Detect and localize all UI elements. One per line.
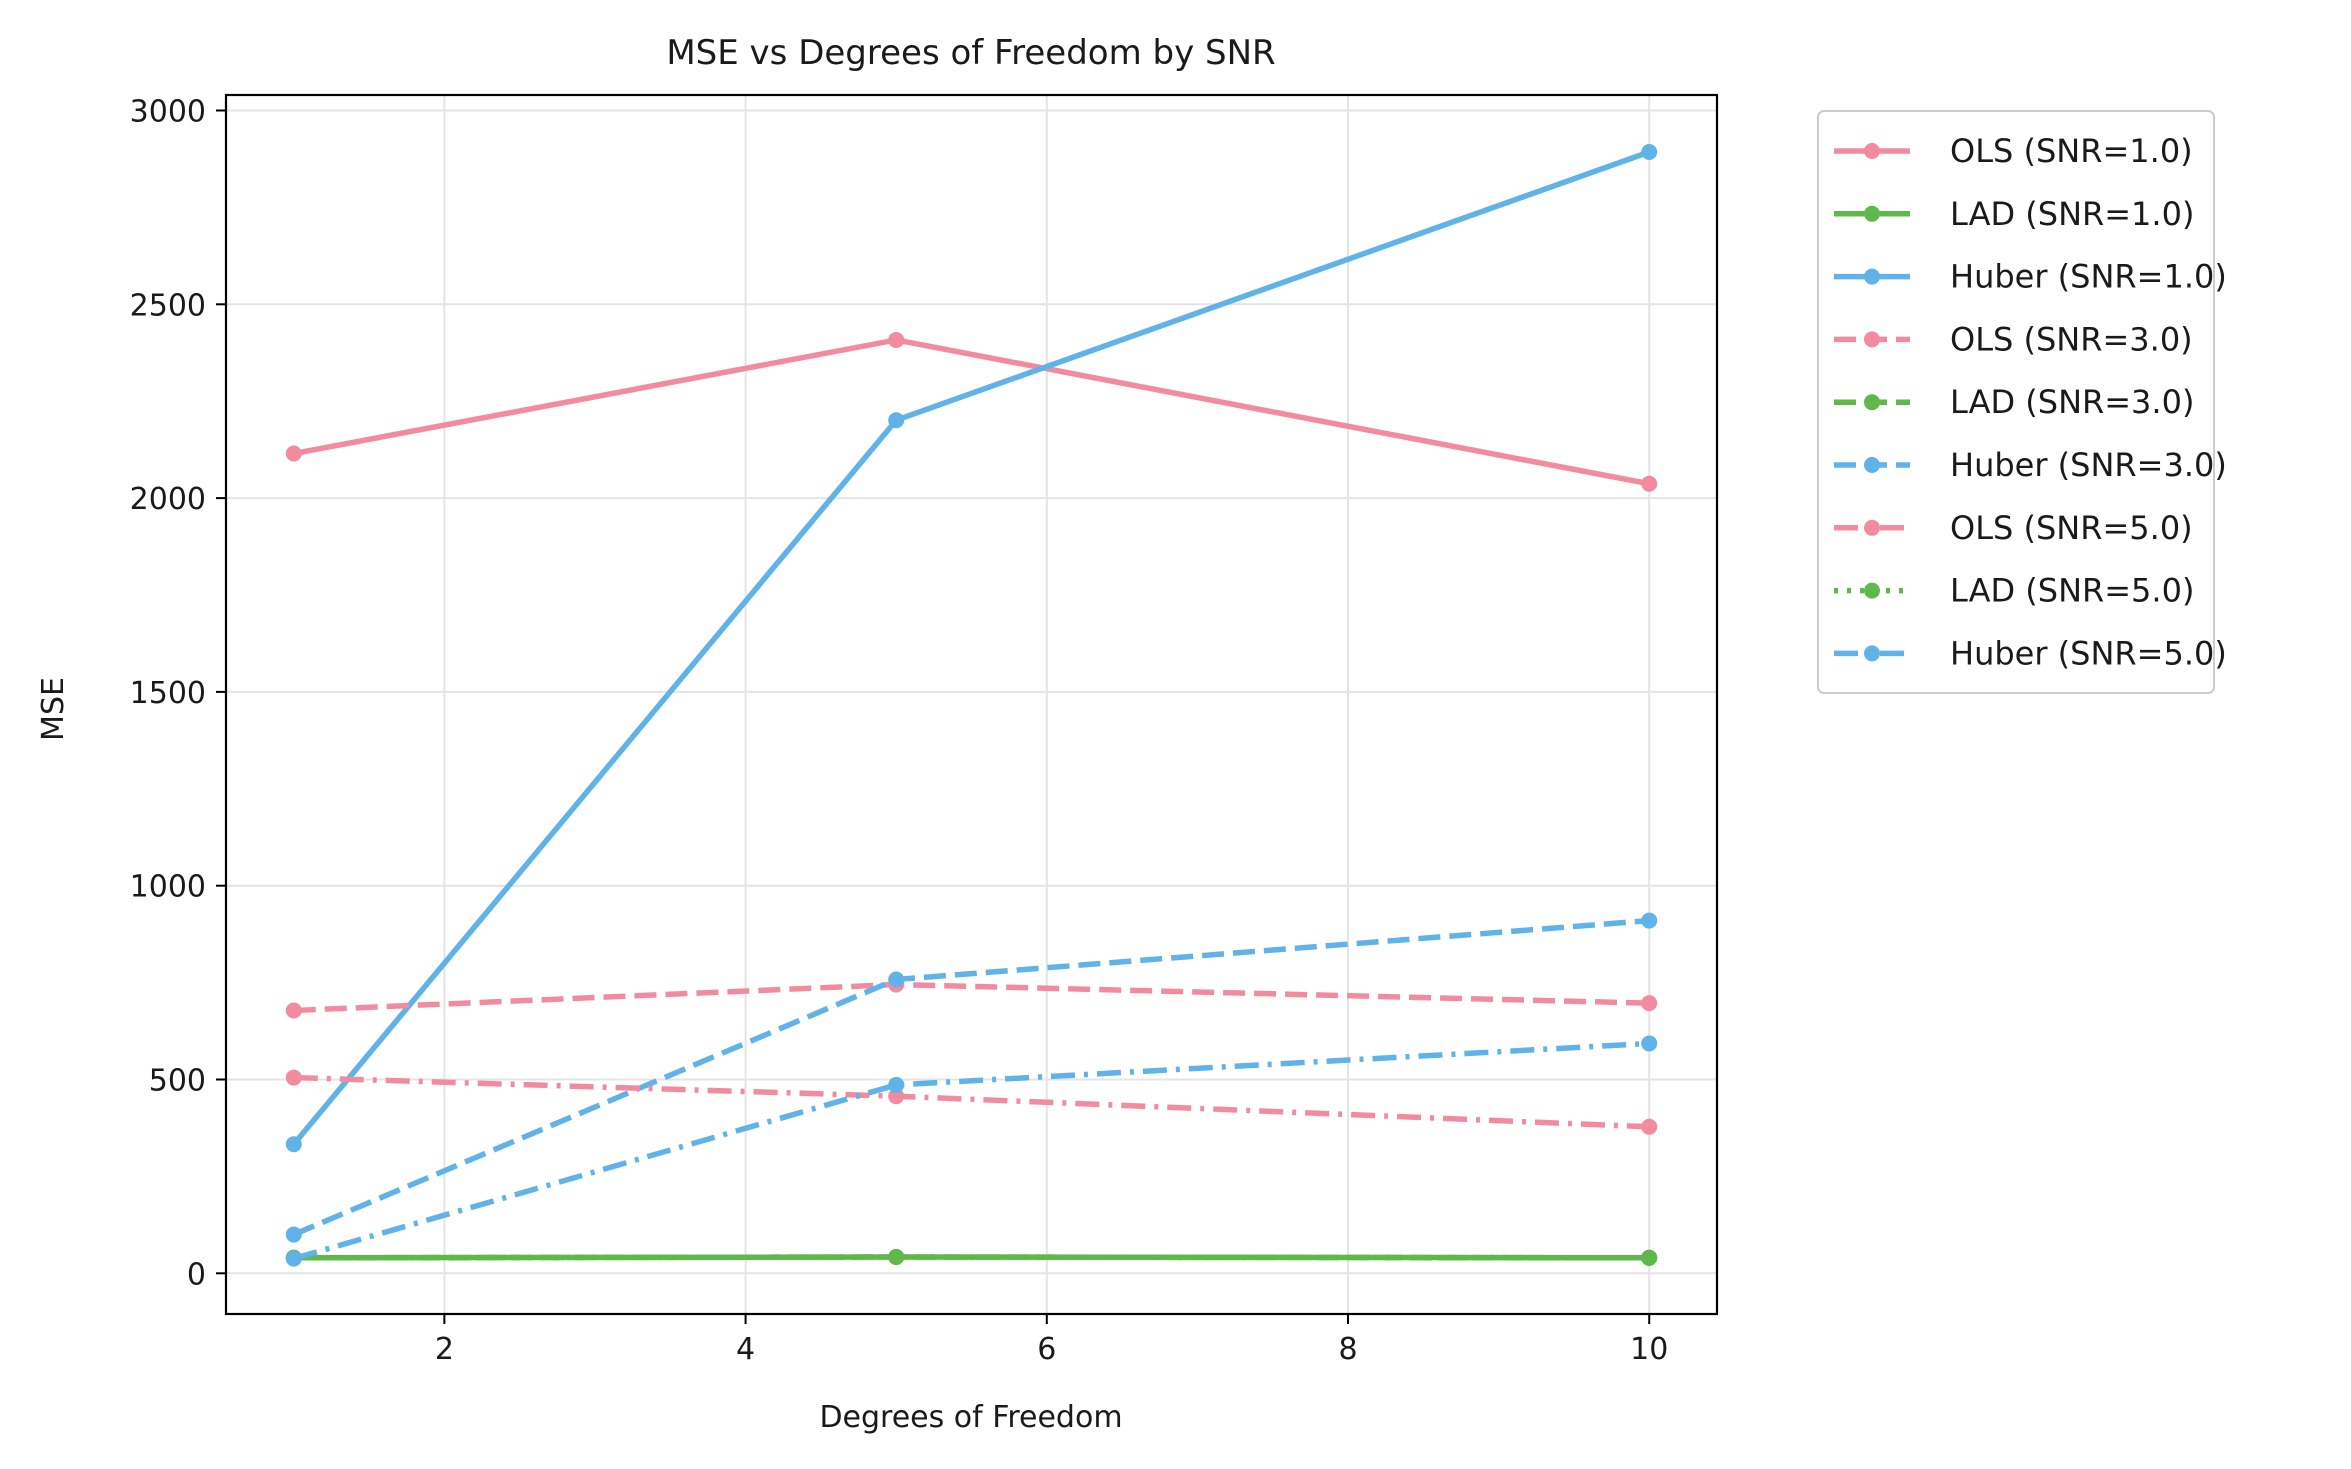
legend-swatch-marker <box>1864 331 1880 348</box>
y-tick-label: 2500 <box>130 288 206 323</box>
legend-item: LAD (SNR=5.0) <box>1834 572 2194 610</box>
legend-item: OLS (SNR=5.0) <box>1834 509 2193 547</box>
legend-label: Huber (SNR=1.0) <box>1950 258 2227 296</box>
legend-label: LAD (SNR=5.0) <box>1950 572 2194 610</box>
data-point <box>1641 1118 1658 1135</box>
legend-swatch-marker <box>1864 205 1880 222</box>
data-point <box>285 1069 302 1086</box>
data-point <box>1641 912 1658 929</box>
chart-title: MSE vs Degrees of Freedom by SNR <box>666 33 1275 73</box>
y-tick-label: 1000 <box>130 870 206 905</box>
legend-item: OLS (SNR=1.0) <box>1834 132 2193 170</box>
x-tick-label: 4 <box>736 1332 755 1367</box>
series-3 <box>285 143 1658 1153</box>
legend-label: OLS (SNR=3.0) <box>1950 320 2193 358</box>
data-point <box>285 1226 302 1243</box>
legend-item: OLS (SNR=3.0) <box>1834 320 2193 358</box>
data-point <box>285 1250 302 1267</box>
data-point <box>888 1076 905 1093</box>
series-6 <box>285 912 1658 1243</box>
legend-label: Huber (SNR=3.0) <box>1950 446 2227 484</box>
y-tick-label: 1500 <box>130 676 206 711</box>
legend-swatch-marker <box>1864 457 1880 473</box>
data-point <box>285 445 302 462</box>
legend-frame <box>1817 110 2215 694</box>
legend-swatch-marker <box>1864 645 1880 662</box>
data-point <box>1641 1249 1658 1266</box>
legend-label: Huber (SNR=5.0) <box>1950 634 2227 672</box>
series-1 <box>285 331 1658 492</box>
x-axis-label: Degrees of Freedom <box>819 1400 1122 1435</box>
legend-swatch-marker <box>1864 519 1880 536</box>
legend-label: LAD (SNR=1.0) <box>1950 195 2194 233</box>
data-point <box>888 412 905 429</box>
data-point <box>1641 143 1658 160</box>
series-9 <box>285 1035 1658 1267</box>
legend-item: Huber (SNR=1.0) <box>1834 258 2227 296</box>
grid <box>226 95 1717 1314</box>
data-point <box>285 1002 302 1019</box>
legend-label: OLS (SNR=5.0) <box>1950 509 2193 547</box>
y-axis-label: MSE <box>36 677 71 741</box>
legend-item: Huber (SNR=5.0) <box>1834 634 2227 672</box>
legend-label: LAD (SNR=3.0) <box>1950 383 2194 421</box>
x-tick-label: 6 <box>1037 1332 1056 1367</box>
series-7 <box>285 1069 1658 1135</box>
legend-item: Huber (SNR=3.0) <box>1834 446 2227 484</box>
y-tick-label: 2000 <box>130 482 206 517</box>
legend-item: LAD (SNR=3.0) <box>1834 383 2194 421</box>
y-tick-label: 500 <box>149 1064 206 1099</box>
data-point <box>285 1136 302 1153</box>
legend: OLS (SNR=1.0) LAD (SNR=1.0) Huber (SNR=1.0… <box>1817 110 2227 694</box>
data-point <box>888 1088 905 1105</box>
series-layer <box>285 143 1658 1267</box>
data-point <box>888 971 905 988</box>
data-point <box>888 1249 905 1266</box>
legend-swatch-marker <box>1864 394 1880 411</box>
x-tick-label: 8 <box>1338 1332 1357 1367</box>
legend-label: OLS (SNR=1.0) <box>1950 132 2193 170</box>
data-point <box>1641 1035 1658 1052</box>
y-tick-label: 3000 <box>130 95 206 130</box>
legend-swatch-marker <box>1864 143 1880 159</box>
legend-item: LAD (SNR=1.0) <box>1834 195 2194 233</box>
legend-swatch-marker <box>1864 582 1880 599</box>
data-point <box>1641 475 1658 492</box>
legend-swatch-marker <box>1864 268 1880 285</box>
x-tick-label: 2 <box>435 1332 454 1367</box>
x-tick-label: 10 <box>1630 1332 1668 1367</box>
plot-frame <box>224 93 1719 1316</box>
data-point <box>1641 995 1658 1012</box>
y-tick-label: 0 <box>187 1257 206 1292</box>
axis-ticks: 2 4 6 8 10 0 500 1000 1500 2000 2500 3000 <box>130 95 1669 1367</box>
data-point <box>888 331 905 348</box>
